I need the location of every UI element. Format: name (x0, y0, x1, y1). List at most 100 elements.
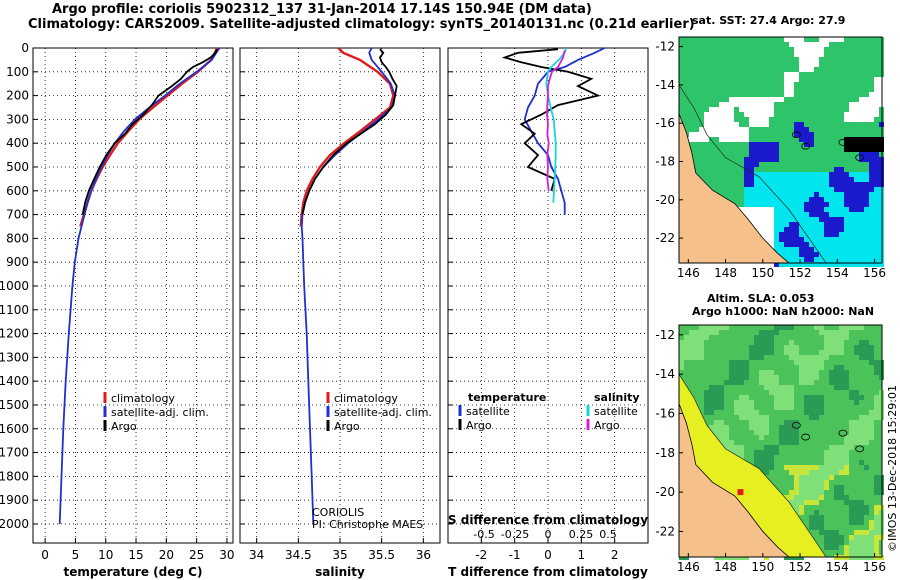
map-cell (789, 52, 794, 57)
map-cell (819, 480, 824, 485)
map-cell (849, 445, 854, 450)
lon-tick-label: 154 (826, 266, 849, 280)
map-cell (869, 550, 874, 555)
x-axis-label: salinity (315, 565, 365, 579)
map-cell (764, 465, 769, 470)
map-cell (759, 465, 764, 470)
map-cell (689, 47, 694, 52)
map-cell (844, 247, 849, 252)
map-cell (859, 62, 864, 67)
map-cell (819, 405, 824, 410)
map-cell (799, 112, 804, 117)
map-cell (794, 495, 799, 500)
map-cell (799, 132, 804, 137)
map-cell (774, 42, 779, 47)
map-cell (679, 112, 684, 117)
map-cell (734, 172, 739, 177)
map-cell (774, 247, 779, 252)
map-cell (704, 92, 709, 97)
map-cell (749, 152, 754, 157)
map-cell (704, 37, 709, 42)
map-cell (724, 67, 729, 72)
map-cell (694, 87, 699, 92)
map-cell (874, 247, 879, 252)
map-cell (834, 87, 839, 92)
map-cell (874, 132, 879, 137)
map-cell (789, 252, 794, 257)
map-cell (814, 172, 819, 177)
map-cell (804, 495, 809, 500)
map-cell (824, 242, 829, 247)
map-cell (779, 242, 784, 247)
map-cell (789, 157, 794, 162)
map-cell (864, 152, 869, 157)
map-cell (739, 157, 744, 162)
map-cell (774, 57, 779, 62)
map-cell (874, 545, 879, 550)
map-cell (789, 172, 794, 177)
map-cell (749, 127, 754, 132)
map-cell (799, 495, 804, 500)
map-cell (854, 132, 859, 137)
map-cell (729, 375, 734, 380)
map-cell (799, 505, 804, 510)
map-cell (854, 172, 859, 177)
map-cell (814, 102, 819, 107)
map-cell (759, 420, 764, 425)
map-cell (874, 162, 879, 167)
map-cell (734, 152, 739, 157)
map-cell (824, 127, 829, 132)
map-cell (834, 92, 839, 97)
map-cell (814, 257, 819, 262)
map-cell (834, 162, 839, 167)
map-cell (774, 167, 779, 172)
map-cell (824, 162, 829, 167)
map-cell (844, 182, 849, 187)
map-cell (774, 375, 779, 380)
map-cell (814, 202, 819, 207)
map-cell (814, 142, 819, 147)
map-cell (869, 237, 874, 242)
map-cell (784, 192, 789, 197)
map-cell (849, 212, 854, 217)
map-cell (834, 77, 839, 82)
map-cell (679, 87, 684, 92)
map-cell (859, 415, 864, 420)
map-cell (699, 122, 704, 127)
map-cell (769, 375, 774, 380)
map-cell (844, 37, 849, 42)
map-cell (839, 350, 844, 355)
map-cell (859, 500, 864, 505)
map-cell (744, 157, 749, 162)
map-cell (819, 395, 824, 400)
map-cell (764, 42, 769, 47)
map-cell (804, 217, 809, 222)
map-cell (824, 177, 829, 182)
secondary-x-tick-label: 0 (545, 528, 552, 541)
map-cell (784, 47, 789, 52)
map-cell (839, 232, 844, 237)
map-cell (794, 227, 799, 232)
map-cell (759, 415, 764, 420)
map-cell (824, 545, 829, 550)
map-cell (859, 515, 864, 520)
map-cell (799, 207, 804, 212)
map-cell (739, 62, 744, 67)
map-cell (804, 122, 809, 127)
map-cell (714, 52, 719, 57)
map-cell (864, 172, 869, 177)
map-cell (814, 122, 819, 127)
map-cell (844, 212, 849, 217)
map-cell (714, 62, 719, 67)
map-cell (784, 420, 789, 425)
map-cell (719, 420, 724, 425)
map-cell (699, 330, 704, 335)
map-cell (779, 142, 784, 147)
map-cell (869, 37, 874, 42)
map-cell (859, 257, 864, 262)
map-cell (854, 52, 859, 57)
map-cell (754, 127, 759, 132)
map-cell (804, 470, 809, 475)
map-cell (694, 37, 699, 42)
map-cell (874, 142, 879, 147)
